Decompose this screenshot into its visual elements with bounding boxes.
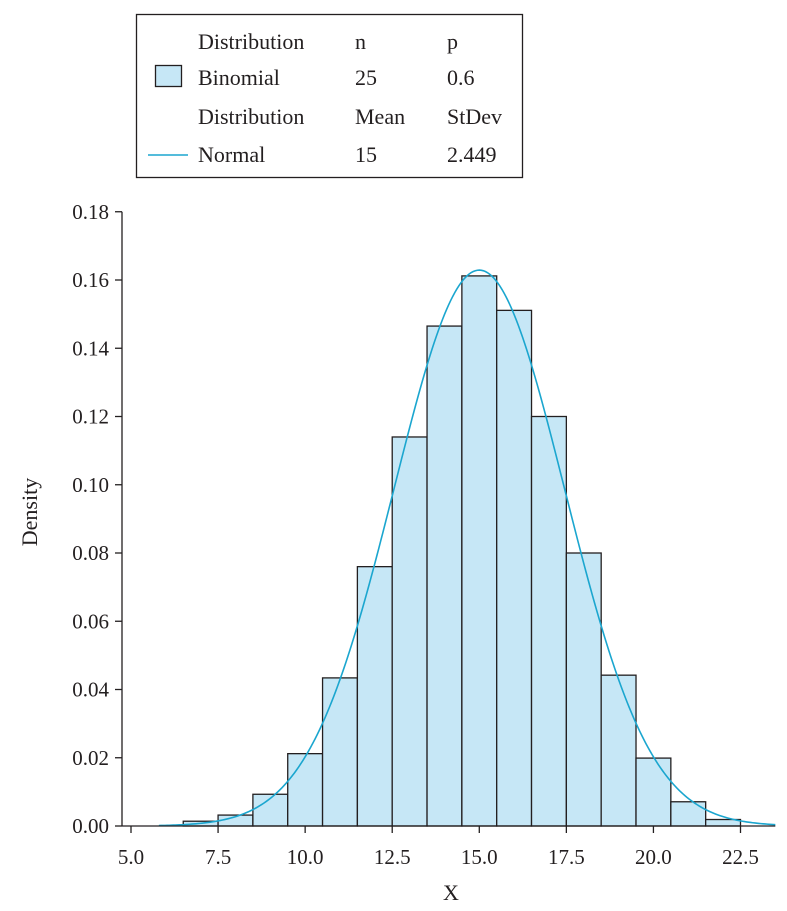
x-tick-label: 20.0 bbox=[635, 845, 672, 869]
x-axis-title: X bbox=[443, 880, 459, 905]
legend-header2-label: Distribution bbox=[198, 104, 304, 129]
x-tick-label: 12.5 bbox=[374, 845, 411, 869]
legend-frame bbox=[135, 13, 524, 179]
histogram-bar bbox=[565, 552, 602, 827]
y-tick-label: 0.12 bbox=[72, 405, 109, 429]
y-tick-label: 0.00 bbox=[72, 814, 109, 838]
legend-binomial-n: 25 bbox=[355, 65, 377, 90]
histogram-bar bbox=[461, 275, 498, 827]
legend-header-mean: Mean bbox=[355, 104, 405, 129]
legend-normal-label: Normal bbox=[198, 142, 265, 167]
x-tick-label: 7.5 bbox=[205, 845, 231, 869]
histogram-bar bbox=[426, 325, 463, 827]
axes: 0.00 0.02 0.04 0.06 0.08 0.10 0.12 0.14 0.16 0.18… bbox=[72, 200, 776, 869]
y-tick-label: 0.06 bbox=[72, 609, 109, 633]
x-tick-label: 22.5 bbox=[722, 845, 759, 869]
legend-normal-mean: 15 bbox=[355, 142, 377, 167]
legend-binomial-p: 0.6 bbox=[447, 65, 475, 90]
normal-curve bbox=[158, 269, 776, 827]
y-axis-title: Density bbox=[17, 478, 42, 546]
legend-header-p: p bbox=[447, 29, 458, 54]
y-tick-label: 0.16 bbox=[72, 268, 109, 292]
legend-header-label: Distribution bbox=[198, 29, 304, 54]
legend-binomial-label: Binomial bbox=[198, 65, 280, 90]
histogram-bar bbox=[287, 753, 324, 827]
y-tick-label: 0.08 bbox=[72, 541, 109, 565]
histogram-bar bbox=[496, 309, 533, 827]
x-tick-label: 15.0 bbox=[461, 845, 498, 869]
histogram-bar bbox=[635, 757, 672, 827]
binomial-swatch-icon bbox=[154, 64, 183, 88]
normal-curve-layer bbox=[158, 269, 776, 827]
histogram-bar bbox=[321, 677, 359, 827]
legend: Distribution n p Binomial 25 0.6 Distrib… bbox=[135, 13, 524, 179]
y-tick-label: 0.10 bbox=[72, 473, 109, 497]
x-tick-label: 5.0 bbox=[118, 845, 144, 869]
histogram-bar bbox=[670, 801, 707, 827]
y-tick-label: 0.04 bbox=[72, 678, 109, 702]
legend-header-n: n bbox=[355, 29, 366, 54]
legend-header-stdev: StDev bbox=[447, 104, 502, 129]
histogram-bars bbox=[182, 275, 742, 827]
y-tick-label: 0.18 bbox=[72, 200, 109, 224]
histogram-bar bbox=[600, 674, 637, 827]
x-tick-label: 10.0 bbox=[287, 845, 324, 869]
y-tick-label: 0.02 bbox=[72, 746, 109, 770]
y-tick-label: 0.14 bbox=[72, 336, 109, 360]
legend-normal-stdev: 2.449 bbox=[447, 142, 497, 167]
x-tick-label: 17.5 bbox=[548, 845, 585, 869]
histogram-bar bbox=[391, 436, 428, 827]
